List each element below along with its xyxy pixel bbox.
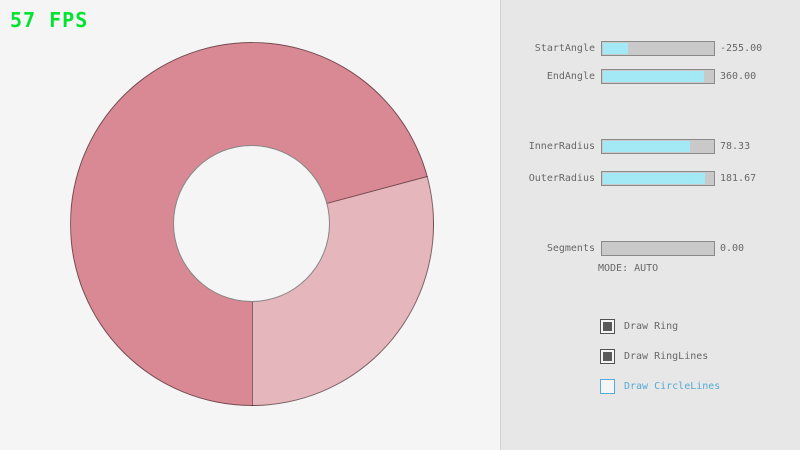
draw-ring-checkbox[interactable]: [600, 318, 615, 334]
slider-row-end-angle: EndAngle 360.00: [501, 68, 800, 84]
slider-fill: [603, 140, 691, 152]
fps-counter: 57 FPS: [10, 8, 89, 32]
outer-radius-slider[interactable]: [601, 170, 715, 186]
outer-radius-label: OuterRadius: [528, 172, 595, 184]
inner-radius-value: 78.33: [720, 140, 751, 152]
end-angle-value: 360.00: [720, 70, 757, 82]
draw-ring-label: Draw Ring: [624, 320, 679, 332]
slider-row-inner-radius: InnerRadius 78.33: [501, 138, 800, 154]
slider-row-outer-radius: OuterRadius 181.67: [501, 170, 800, 186]
segments-value: 0.00: [720, 242, 745, 254]
draw-ringlines-checkbox[interactable]: [600, 348, 615, 364]
ring-drawing: [70, 42, 434, 406]
ring-inner-hole: [173, 145, 330, 302]
slider-row-start-angle: StartAngle -255.00: [501, 40, 800, 56]
checkbox-row-draw-ring: Draw Ring: [600, 318, 678, 334]
draw-ringlines-label: Draw RingLines: [624, 350, 709, 362]
end-angle-label: EndAngle: [546, 70, 595, 82]
slider-fill: [603, 42, 628, 54]
slider-fill: [603, 70, 704, 82]
start-angle-label: StartAngle: [534, 42, 595, 54]
checkbox-row-draw-circlelines: Draw CircleLines: [600, 378, 720, 394]
outer-radius-value: 181.67: [720, 172, 757, 184]
inner-radius-slider[interactable]: [601, 138, 715, 154]
segments-mode-text: MODE: AUTO: [598, 263, 659, 274]
segments-slider[interactable]: [601, 240, 715, 256]
checkbox-row-draw-ringlines: Draw RingLines: [600, 348, 708, 364]
segments-label: Segments: [546, 242, 595, 254]
start-angle-value: -255.00: [720, 42, 763, 54]
end-angle-slider[interactable]: [601, 68, 715, 84]
slider-fill: [603, 172, 705, 184]
ring-boundary-line-bottom: [252, 302, 253, 406]
draw-circlelines-label: Draw CircleLines: [624, 380, 721, 392]
inner-radius-label: InnerRadius: [528, 140, 595, 152]
draw-circlelines-checkbox[interactable]: [600, 378, 615, 394]
slider-row-segments: Segments 0.00: [501, 240, 800, 256]
control-panel: StartAngle -255.00 EndAngle 360.00 Inner…: [500, 0, 800, 450]
start-angle-slider[interactable]: [601, 40, 715, 56]
